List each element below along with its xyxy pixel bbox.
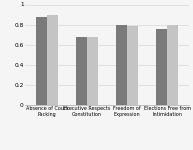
- Bar: [47, 15, 58, 105]
- Bar: [36, 17, 47, 105]
- Bar: [167, 25, 178, 105]
- Bar: [127, 26, 138, 105]
- Bar: [87, 37, 98, 105]
- Bar: [76, 37, 87, 105]
- Bar: [156, 29, 167, 105]
- Bar: [116, 25, 127, 105]
